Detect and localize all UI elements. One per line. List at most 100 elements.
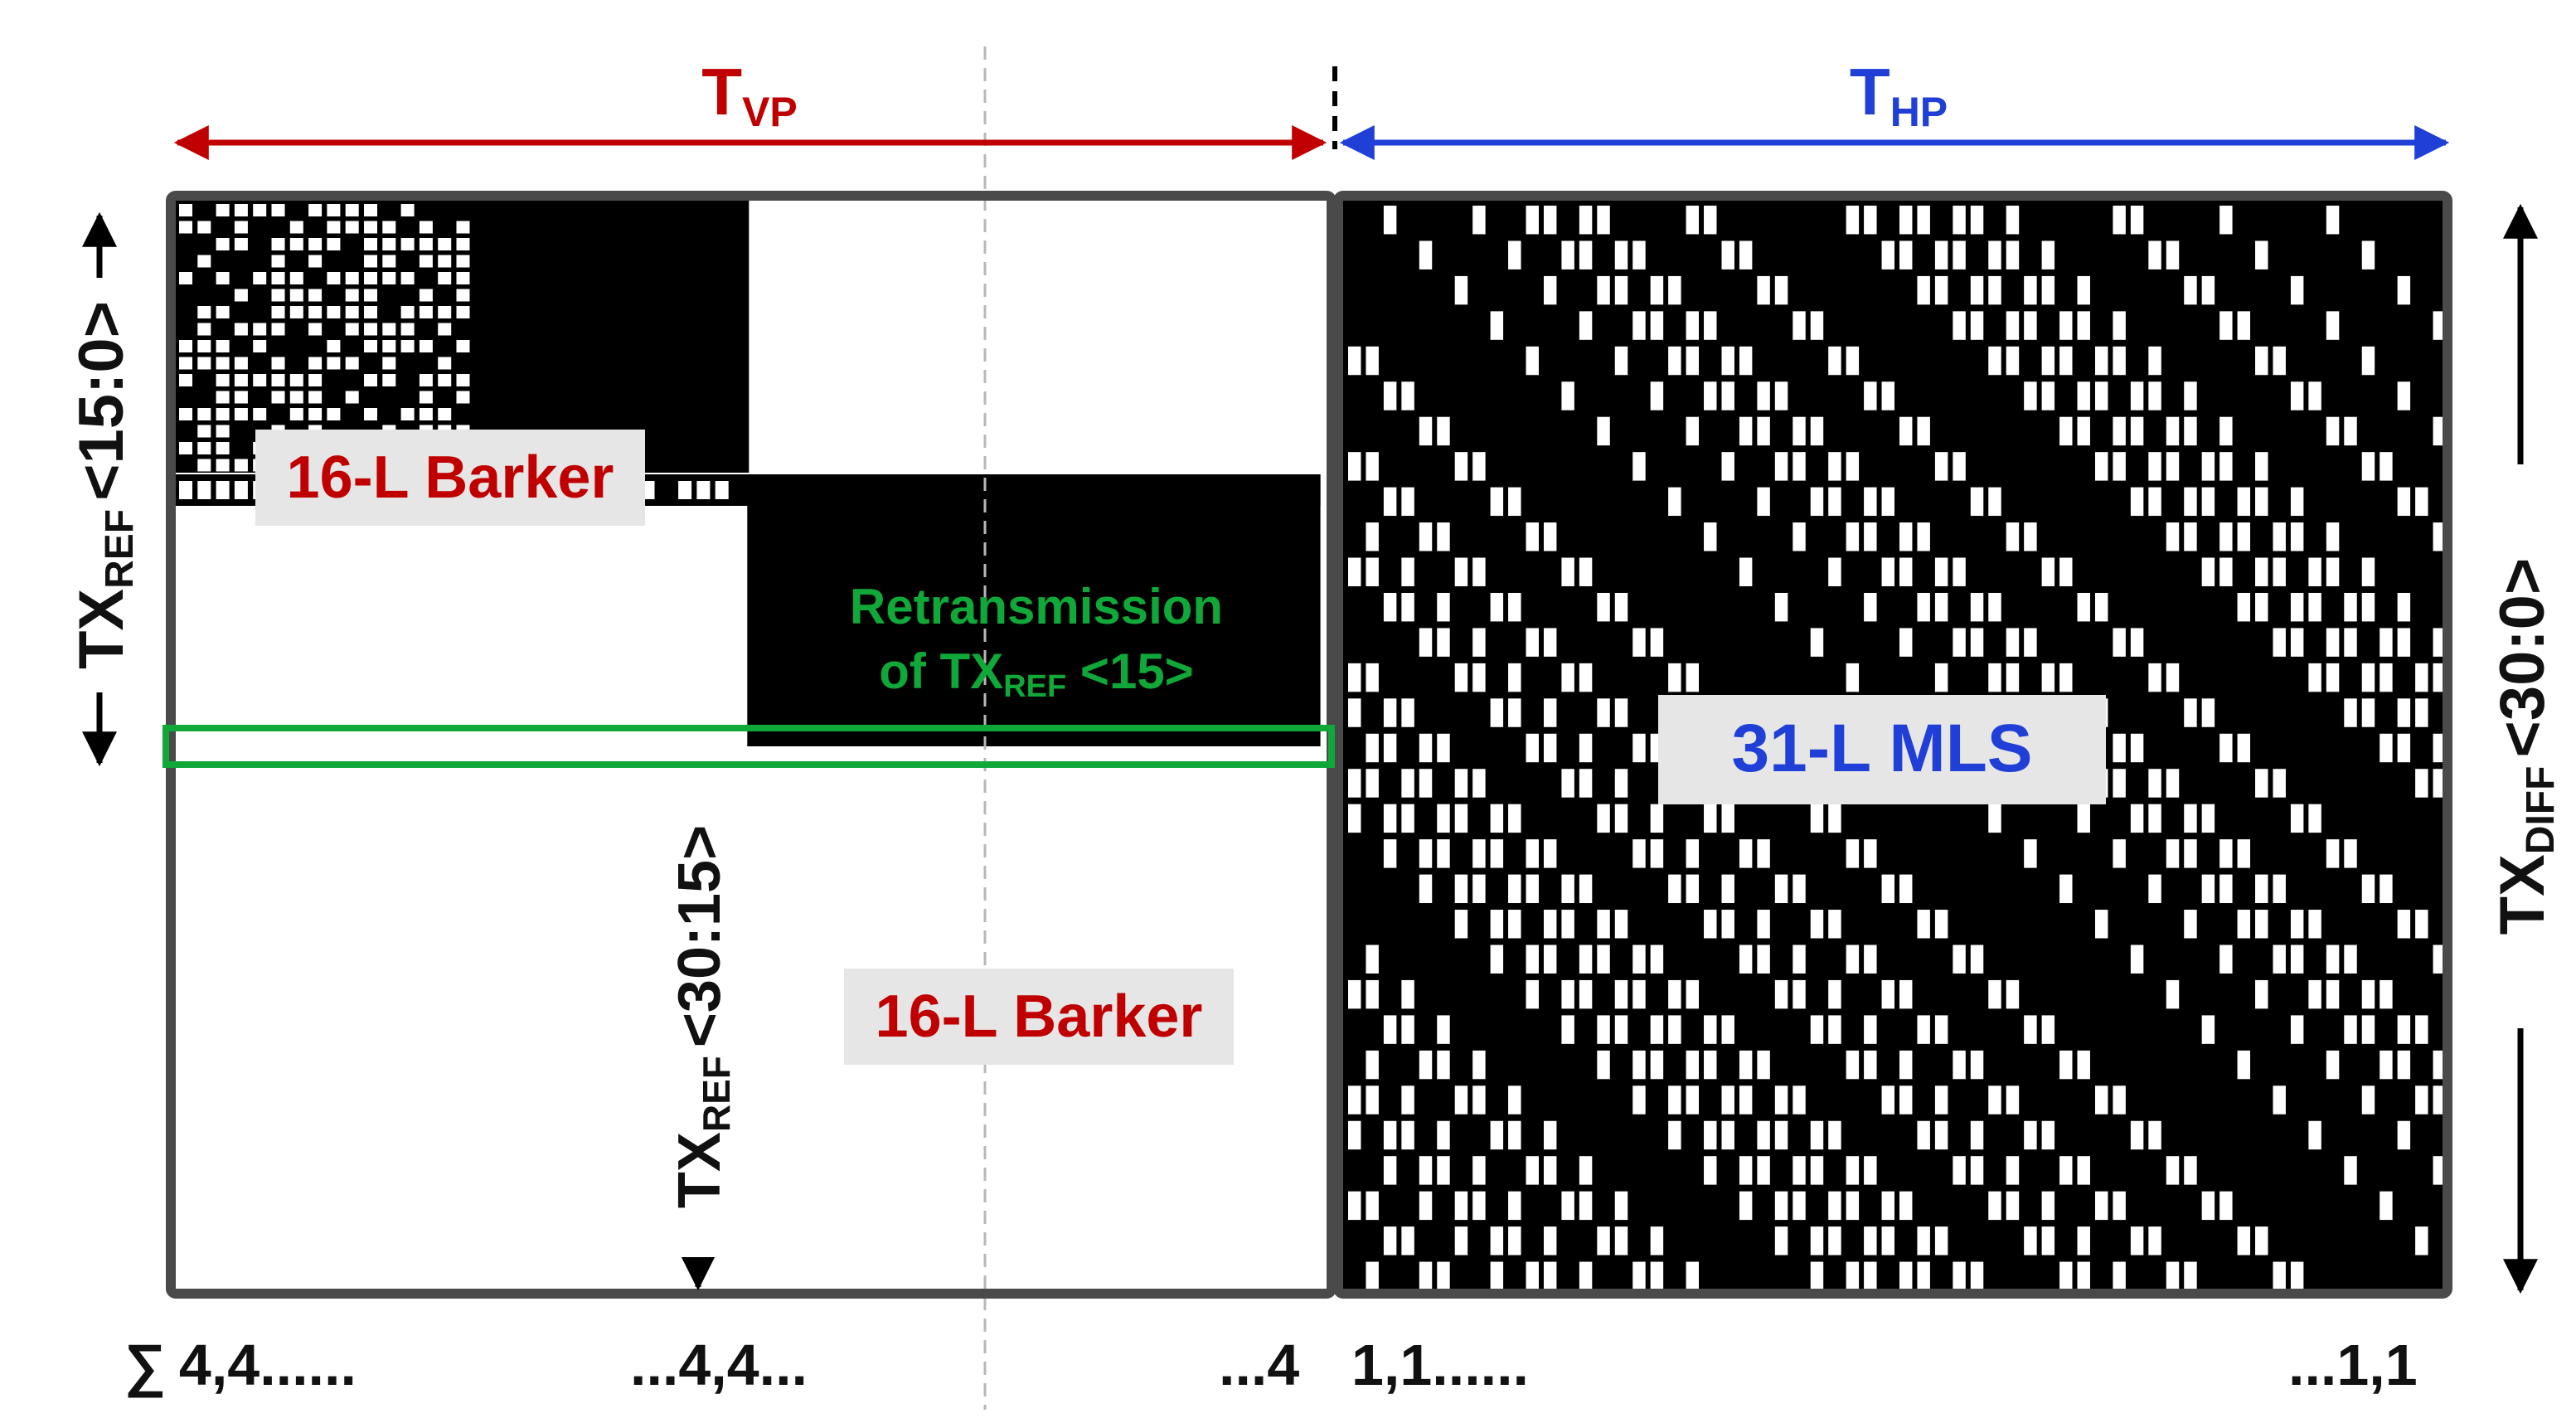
vp-white-cell	[197, 442, 211, 454]
mls-white-cell	[1739, 240, 1753, 270]
mls-white-cell	[1614, 769, 1628, 798]
vp-white-cell	[567, 545, 581, 557]
mls-white-cell	[2113, 769, 2126, 798]
mls-white-cell	[1543, 910, 1557, 939]
mls-white-cell	[2059, 1156, 2073, 1185]
mls-white-cell	[1899, 628, 1913, 657]
mls-white-cell	[2290, 592, 2304, 622]
mls-white-cell	[1721, 910, 1734, 939]
mls-white-cell	[1454, 874, 1468, 904]
mls-white-cell	[1614, 592, 1628, 622]
mls-white-cell	[2397, 698, 2411, 727]
mls-white-cell	[1774, 1085, 1788, 1115]
mls-white-cell	[1668, 275, 1681, 305]
vp-white-cell	[345, 272, 359, 284]
mls-white-cell	[2148, 804, 2161, 833]
mls-white-cell	[2113, 1085, 2126, 1115]
mls-white-cell	[2148, 487, 2161, 517]
mls-white-cell	[1454, 910, 1468, 939]
vp-white-cell	[216, 340, 230, 352]
vp-white-cell	[308, 374, 323, 386]
mls-white-cell	[2148, 769, 2161, 798]
mls-white-cell	[1757, 910, 1770, 939]
mls-white-cell	[2380, 979, 2393, 1009]
mls-white-cell	[1632, 240, 1646, 270]
vp-white-cell	[659, 613, 673, 625]
vp-white-cell	[197, 306, 211, 318]
mls-white-cell	[1508, 874, 1521, 904]
mls-white-cell	[1526, 346, 1539, 376]
tvp-label: TVP	[701, 55, 798, 135]
mls-white-cell	[1739, 1050, 1753, 1080]
vp-white-cell	[512, 595, 526, 609]
mls-white-cell	[2184, 804, 2197, 833]
mls-white-cell	[1419, 874, 1433, 904]
mls-white-cell	[1526, 206, 1539, 235]
vp-white-cell	[216, 238, 230, 250]
mls-white-cell	[1526, 979, 1539, 1009]
mls-white-cell	[1650, 311, 1664, 340]
vp-white-cell	[456, 306, 470, 318]
mls-white-cell	[2006, 240, 2020, 270]
footer-sum-start: ∑ 4,4......	[124, 1333, 357, 1398]
mls-white-cell	[1739, 1085, 1753, 1115]
mls-white-cell	[1988, 804, 2001, 833]
mls-white-cell	[2290, 910, 2304, 939]
mls-white-cell	[1543, 1120, 1557, 1150]
mls-white-cell	[1828, 346, 1841, 376]
mls-white-cell	[1614, 275, 1628, 305]
mls-white-cell	[1543, 945, 1557, 974]
mls-white-cell	[1970, 487, 1984, 517]
mls-white-cell	[1988, 663, 2001, 692]
mls-white-cell	[1348, 346, 1361, 376]
vp-white-cell	[419, 391, 433, 404]
footer-hp-start: 1,1......	[1351, 1333, 1529, 1397]
mls-white-cell	[1490, 910, 1504, 939]
mls-white-cell	[1934, 275, 1948, 305]
mls-white-cell	[1934, 452, 1948, 481]
mls-white-cell	[2041, 381, 2055, 410]
vp-white-cell	[289, 272, 303, 284]
mls-white-cell	[2255, 1226, 2268, 1255]
mls-white-cell	[2361, 1085, 2375, 1115]
mls-white-cell	[2219, 1191, 2233, 1221]
vp-white-cell	[364, 306, 377, 318]
mls-white-cell	[1846, 452, 1860, 481]
mls-white-cell	[1899, 874, 1913, 904]
mls-white-cell	[2290, 275, 2304, 305]
mls-white-cell	[1597, 910, 1610, 939]
mls-white-cell	[1614, 910, 1628, 939]
mls-white-cell	[1934, 1226, 1948, 1255]
mls-white-cell	[1614, 979, 1628, 1009]
mls-white-cell	[2255, 910, 2268, 939]
vp-white-cell	[549, 681, 562, 693]
mls-white-cell	[1970, 945, 1984, 974]
mls-white-cell	[1757, 945, 1770, 974]
mls-white-cell	[2130, 733, 2144, 763]
vp-white-cell	[234, 459, 248, 472]
mls-white-cell	[2237, 522, 2251, 551]
mls-white-cell	[2024, 1120, 2037, 1150]
mls-white-cell	[2077, 381, 2090, 410]
mls-white-cell	[2184, 1156, 2197, 1185]
vp-white-cell	[696, 613, 711, 625]
mls-white-cell	[1704, 206, 1717, 235]
mls-white-cell	[1454, 557, 1468, 586]
vp-white-cell	[734, 681, 747, 693]
mls-white-cell	[1526, 1261, 1539, 1290]
thp-label: THP	[1850, 55, 1948, 135]
mls-white-cell	[1917, 1015, 1930, 1044]
mls-white-cell	[1757, 416, 1770, 446]
mls-white-cell	[2237, 1226, 2251, 1255]
mls-white-cell	[2024, 1015, 2037, 1044]
vp-white-cell	[530, 545, 544, 557]
mls-white-cell	[1721, 1120, 1734, 1150]
mls-white-cell	[2113, 416, 2126, 446]
vp-white-cell	[715, 481, 729, 499]
mls-white-cell	[1668, 346, 1681, 376]
mls-white-cell	[2237, 311, 2251, 340]
mls-white-cell	[2273, 522, 2286, 551]
mls-white-cell	[1970, 275, 1984, 305]
mls-white-cell	[2077, 1156, 2090, 1185]
mls-white-cell	[1401, 1015, 1414, 1044]
